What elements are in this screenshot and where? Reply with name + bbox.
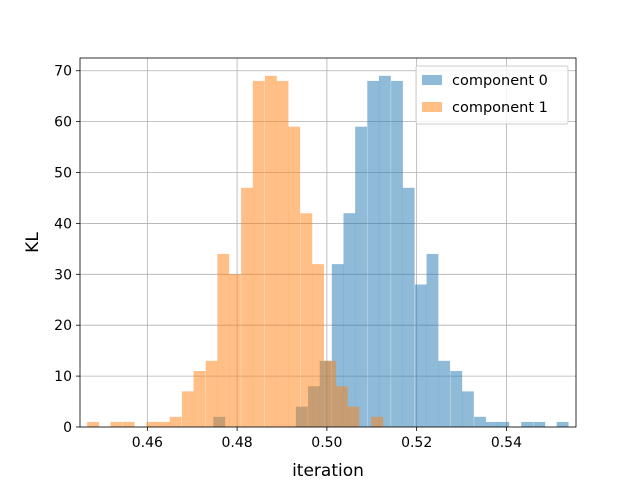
- plot-frame: [79, 57, 577, 428]
- bar-series-1: [276, 80, 289, 428]
- y-tick-label: 40: [54, 216, 72, 232]
- x-tick-label: 0.48: [222, 435, 253, 451]
- bar-series-1: [241, 187, 253, 427]
- ticks: 0.46 0.48 0.50 0.52 0.54 0 10 20 30 40 50 60 70: [54, 64, 522, 451]
- bar-series-1: [312, 264, 324, 427]
- legend-swatch-component-1: [422, 102, 442, 112]
- bar-series-0: [367, 80, 380, 428]
- x-tick-label: 0.54: [491, 435, 522, 451]
- legend-box: [415, 65, 569, 125]
- bar-series-1: [335, 386, 348, 427]
- y-tick-label: 50: [54, 166, 72, 182]
- y-tick-label: 70: [54, 64, 72, 80]
- y-tick-label: 20: [54, 318, 72, 334]
- bar-series-1: [347, 406, 360, 427]
- bar-series-0: [438, 360, 451, 427]
- legend-swatch-component-0: [422, 75, 442, 85]
- bar-series-0: [414, 284, 427, 427]
- bar-series-0: [485, 421, 498, 427]
- bar-series-0: [497, 421, 510, 427]
- bar-series-1: [181, 391, 194, 427]
- x-tick-label: 0.52: [401, 435, 432, 451]
- axes: [79, 57, 577, 428]
- bar-series-1: [371, 416, 384, 427]
- bar-series-1: [205, 360, 218, 427]
- bar-series-0: [343, 213, 356, 427]
- legend-label-component-0: component 0: [452, 73, 548, 89]
- bar-series-0: [533, 421, 546, 427]
- bar-series-1: [158, 421, 170, 427]
- y-tick-label: 30: [54, 267, 72, 283]
- bar-series-1: [264, 75, 277, 428]
- bar-series-1: [217, 253, 230, 427]
- bars: [87, 75, 569, 428]
- x-axis-label: iteration: [292, 461, 364, 480]
- y-tick-label: 10: [54, 369, 72, 385]
- bar-series-0: [402, 187, 415, 427]
- bar-series-1: [146, 421, 159, 427]
- bar-series-0: [474, 416, 486, 427]
- bar-series-1: [288, 126, 301, 428]
- bar-series-0: [450, 371, 463, 427]
- bar-series-0: [331, 264, 344, 427]
- bar-series-1: [122, 421, 135, 427]
- bar-series-1: [110, 421, 123, 427]
- x-tick-label: 0.50: [311, 435, 342, 451]
- bar-series-0: [355, 126, 368, 428]
- bar-series-0: [556, 421, 569, 427]
- bar-series-0: [521, 421, 534, 427]
- x-tick-label: 0.46: [132, 435, 163, 451]
- bar-series-0: [391, 80, 403, 428]
- bar-series-1: [229, 274, 241, 427]
- y-axis-label: KL: [23, 232, 43, 253]
- y-tick-label: 0: [63, 420, 72, 436]
- bar-series-0: [378, 75, 391, 428]
- bar-series-1: [252, 80, 265, 428]
- legend-label-component-1: component 1: [452, 100, 548, 116]
- bar-series-0: [426, 253, 439, 427]
- bar-series-0: [461, 391, 474, 427]
- bar-series-1: [169, 416, 182, 427]
- bar-series-1: [193, 371, 206, 427]
- legend: component 0 component 1: [415, 65, 569, 125]
- bar-series-1: [300, 213, 313, 427]
- bar-series-1: [87, 421, 100, 427]
- bar-series-1: [324, 360, 337, 427]
- y-tick-label: 60: [54, 115, 72, 131]
